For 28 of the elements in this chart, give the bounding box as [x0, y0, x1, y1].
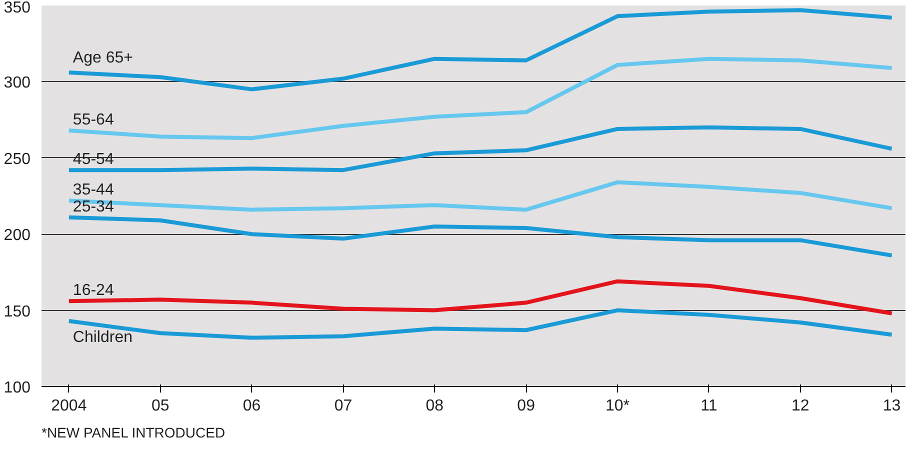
series-label: 16-24 [72, 282, 114, 300]
x-tick-label: 05 [151, 398, 170, 414]
x-tick-label: 06 [242, 398, 261, 414]
y-tick-label: 300 [4, 74, 31, 92]
x-tick-label: 10* [605, 398, 630, 414]
line-series [66, 125, 894, 172]
series-label: 35-44 [72, 182, 114, 199]
x-tick-label: 07 [334, 398, 352, 414]
y-tick-label: 250 [4, 150, 31, 168]
line-series [66, 215, 894, 258]
series-label: 25-34 [72, 198, 114, 216]
line-series [66, 279, 894, 316]
y-tick-label: 100 [4, 380, 31, 396]
x-tick-label: 11 [700, 398, 718, 414]
y-tick-label: 200 [4, 227, 31, 244]
y-tick-label: 350 [4, 0, 31, 16]
x-tick-label: 2004 [51, 398, 87, 414]
line-series [66, 8, 894, 92]
x-tick-label: 12 [791, 398, 810, 414]
series-label: Age 65+ [72, 50, 133, 67]
x-tick-label: 13 [882, 398, 901, 414]
x-tick-label: 08 [426, 398, 444, 414]
series-label: Children [72, 328, 133, 346]
y-tick-label: 150 [4, 303, 31, 320]
text: *NEW PANEL INTRODUCED [42, 424, 226, 440]
x-tick-label: 09 [517, 398, 536, 414]
series-label: 55-64 [72, 111, 114, 128]
line-series [66, 180, 894, 212]
